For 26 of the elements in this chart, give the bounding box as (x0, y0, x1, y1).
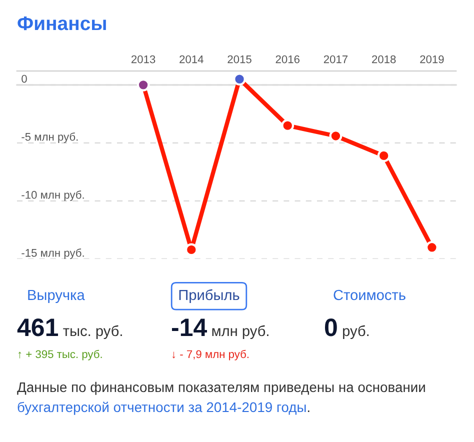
text: тыс. руб. (63, 325, 122, 340)
x-tick-label: 2014 (180, 55, 204, 64)
text: 461 (17, 318, 58, 336)
text: млн руб. (212, 325, 268, 340)
text: ↓ - 7,9 млн руб. (172, 350, 248, 360)
x-tick-label: 2018 (372, 55, 396, 64)
text: ↑ + 395 тыс. руб. (18, 350, 102, 360)
text: Данные по финансовым показателям приведены на основании (17, 382, 425, 395)
text: Выручка (28, 290, 85, 304)
text: . (308, 410, 310, 412)
y-tick-label: -5 млн руб. (22, 132, 78, 143)
x-tick-label: 2015 (228, 55, 252, 64)
text: руб. (343, 325, 369, 340)
x-tick-label: 2013 (131, 55, 156, 64)
text: -14 (172, 318, 207, 336)
x-tick-label: 2017 (324, 55, 348, 64)
text: Стоимость (334, 290, 406, 300)
text: 0 (324, 318, 337, 336)
x-tick-label: 2019 (420, 55, 444, 64)
y-tick-label: -15 млн руб. (22, 248, 84, 259)
x-tick-label: 2016 (276, 55, 300, 64)
chart-title: Финансы (18, 16, 106, 30)
text: Прибыль (179, 289, 240, 304)
y-tick-label: 0 (22, 74, 27, 83)
text: бухгалтерской отчетности за 2014-2019 годы (18, 402, 306, 415)
y-tick-label: -10 млн руб. (22, 190, 84, 201)
